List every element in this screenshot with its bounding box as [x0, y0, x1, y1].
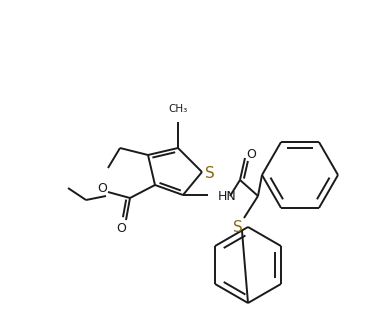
Text: S: S — [233, 220, 243, 234]
Text: HN: HN — [218, 191, 237, 204]
Text: S: S — [205, 166, 215, 180]
Text: O: O — [246, 148, 256, 161]
Text: O: O — [97, 181, 107, 195]
Text: CH₃: CH₃ — [168, 104, 188, 114]
Text: O: O — [116, 222, 126, 235]
